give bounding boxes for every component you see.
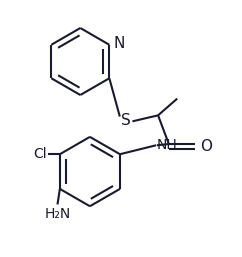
Text: O: O [200, 139, 212, 154]
Text: Cl: Cl [33, 147, 47, 161]
Text: H₂N: H₂N [44, 207, 71, 221]
Text: S: S [121, 113, 131, 128]
Text: NH: NH [157, 138, 178, 152]
Text: N: N [114, 36, 125, 51]
